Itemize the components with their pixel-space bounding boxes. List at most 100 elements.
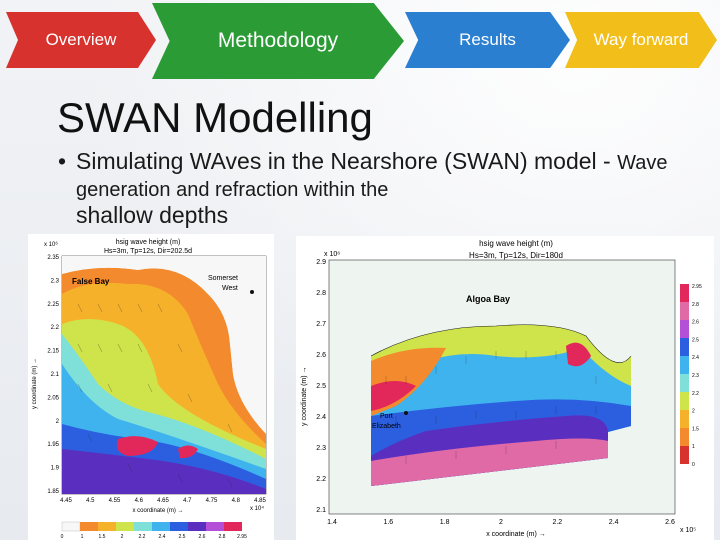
place-label: Somerset xyxy=(208,275,238,282)
x-axis-ticks: 1.4 1.6 1.8 2 2.2 2.4 2.6 xyxy=(327,519,675,526)
bullet-dash: - xyxy=(596,148,618,174)
tick-label: 4.7 xyxy=(183,498,192,504)
place-label: West xyxy=(222,285,238,292)
tick-label: 2.8 xyxy=(316,290,326,297)
wave-direction-arrows xyxy=(77,303,233,488)
tick-label: 2.5 xyxy=(179,534,186,540)
algoa-bay-wave-map: hsig wave height (m) Hs=3m, Tp=12s, Dir=… xyxy=(296,236,714,540)
location-dot-icon xyxy=(404,411,408,415)
tick-label: 2.15 xyxy=(47,349,59,355)
tick-label: 1 xyxy=(692,444,695,450)
tick-label: 2.8 xyxy=(692,302,699,308)
y-axis-label: y coordinate (m) → xyxy=(32,358,38,409)
tick-label: 2 xyxy=(121,534,124,540)
tick-label: 1.6 xyxy=(383,519,393,526)
tick-label: 2 xyxy=(499,519,503,526)
map-params: Hs=3m, Tp=12s, Dir=180d xyxy=(469,251,563,260)
tick-label: 1 xyxy=(81,534,84,540)
slide-title: SWAN Modelling xyxy=(57,94,373,141)
tick-label: 4.45 xyxy=(60,498,72,504)
tick-label: 2.25 xyxy=(47,302,59,308)
tick-label: 4.8 xyxy=(232,498,241,504)
x-exponent: x 10⁵ xyxy=(680,527,696,534)
tick-label: 2.6 xyxy=(665,519,675,526)
tick-label: 2.5 xyxy=(316,383,326,390)
tick-label: 4.5 xyxy=(86,498,95,504)
place-label: Elizabeth xyxy=(372,423,401,430)
tab-label: Results xyxy=(459,30,516,49)
tick-label: 2.9 xyxy=(316,259,326,266)
tick-label: 2.95 xyxy=(237,534,247,540)
tick-label: 2.2 xyxy=(692,391,699,397)
tick-label: 2.6 xyxy=(199,534,206,540)
place-label: Port xyxy=(380,413,393,420)
y-exponent: x 10⁶ xyxy=(324,251,340,258)
tab-results[interactable]: Results xyxy=(405,12,570,68)
tick-label: 2.3 xyxy=(692,373,699,379)
bullet-rest: Wave generation and refraction within th… xyxy=(76,152,668,201)
tick-label: 1.95 xyxy=(47,442,59,448)
tick-label: 4.75 xyxy=(206,498,218,504)
tab-label: Overview xyxy=(45,30,117,49)
coastline xyxy=(370,324,632,363)
tick-label: 2.6 xyxy=(316,352,326,359)
tick-label: 2.4 xyxy=(159,534,166,540)
tab-methodology[interactable]: Methodology xyxy=(152,3,404,79)
tab-label: Methodology xyxy=(217,29,339,52)
tab-way-forward[interactable]: Way forward xyxy=(565,12,717,68)
x-axis-ticks: 4.45 4.5 4.55 4.6 4.65 4.7 4.75 4.8 4.85 xyxy=(60,498,266,504)
tick-label: 1.9 xyxy=(51,466,60,472)
tick-label: 1.8 xyxy=(440,519,450,526)
tick-label: 4.55 xyxy=(109,498,121,504)
place-label: Algoa Bay xyxy=(466,294,510,304)
y-exponent: x 10⁶ xyxy=(44,241,58,248)
tick-label: 2.1 xyxy=(51,372,60,378)
colorbar-ticks: 0 1 1.5 2 2.2 2.4 2.5 2.6 2.8 2.95 xyxy=(61,534,247,540)
map-title: hsig wave height (m) xyxy=(479,239,553,248)
tick-label: 2 xyxy=(56,419,60,425)
tick-label: 2 xyxy=(692,409,695,415)
tick-label: 2.05 xyxy=(47,395,59,401)
tick-label: 2.95 xyxy=(692,284,702,290)
y-axis-label: y coordinate (m) → xyxy=(301,366,308,426)
tick-label: 2.7 xyxy=(316,321,326,328)
tick-label: 2.4 xyxy=(609,519,619,526)
bullet-main: Simulating WAves in the Nearshore (SWAN)… xyxy=(76,148,597,174)
land-area xyxy=(62,256,266,434)
tick-label: 2.1 xyxy=(316,507,326,514)
tick-label: 2.2 xyxy=(51,325,60,331)
tick-label: 2.2 xyxy=(316,476,326,483)
x-exponent: x 10⁴ xyxy=(250,505,264,512)
tick-label: 1.85 xyxy=(47,489,59,495)
false-bay-wave-map: hsig wave height (m) Hs=3m, Tp=12s, Dir=… xyxy=(28,234,274,540)
tick-label: 2.3 xyxy=(316,445,326,452)
y-axis-ticks: 2.9 2.8 2.7 2.6 2.5 2.4 2.3 2.2 2.1 xyxy=(316,259,326,514)
colorbar xyxy=(61,521,242,532)
tick-label: 1.4 xyxy=(327,519,337,526)
colorbar xyxy=(680,284,689,464)
tick-label: 4.65 xyxy=(157,498,169,504)
y-axis-ticks: 2.35 2.3 2.25 2.2 2.15 2.1 2.05 2 1.95 1.9 1.85 xyxy=(47,255,59,495)
tick-label: 0 xyxy=(61,534,64,540)
tab-label: Way forward xyxy=(593,30,689,49)
colorbar-ticks: 2.95 2.8 2.6 2.5 2.4 2.3 2.2 2 1.5 1 0 xyxy=(692,284,702,468)
tick-label: 2.2 xyxy=(139,534,146,540)
tick-label: 2.2 xyxy=(552,519,562,526)
location-dot-icon xyxy=(250,290,254,294)
tick-label: 1.5 xyxy=(692,426,699,432)
map-title: hsig wave height (m) xyxy=(116,239,181,246)
tick-label: 2.35 xyxy=(47,255,59,261)
tab-overview[interactable]: Overview xyxy=(6,12,156,68)
tick-label: 2.3 xyxy=(51,278,60,284)
tick-label: 2.8 xyxy=(219,534,226,540)
navigation-bar: Overview Methodology Results Way forward xyxy=(0,0,720,80)
x-axis-label: x coordinate (m) → xyxy=(486,531,546,538)
wave-direction-arrows xyxy=(385,351,597,464)
tick-label: 4.85 xyxy=(254,498,266,504)
map-params: Hs=3m, Tp=12s, Dir=202.5d xyxy=(104,248,192,255)
tick-label: 4.6 xyxy=(135,498,144,504)
tick-label: 1.5 xyxy=(99,534,106,540)
place-label: False Bay xyxy=(72,277,110,286)
bullet-point: • Simulating WAves in the Nearshore (SWA… xyxy=(58,148,678,228)
tick-label: 2.6 xyxy=(692,320,699,326)
